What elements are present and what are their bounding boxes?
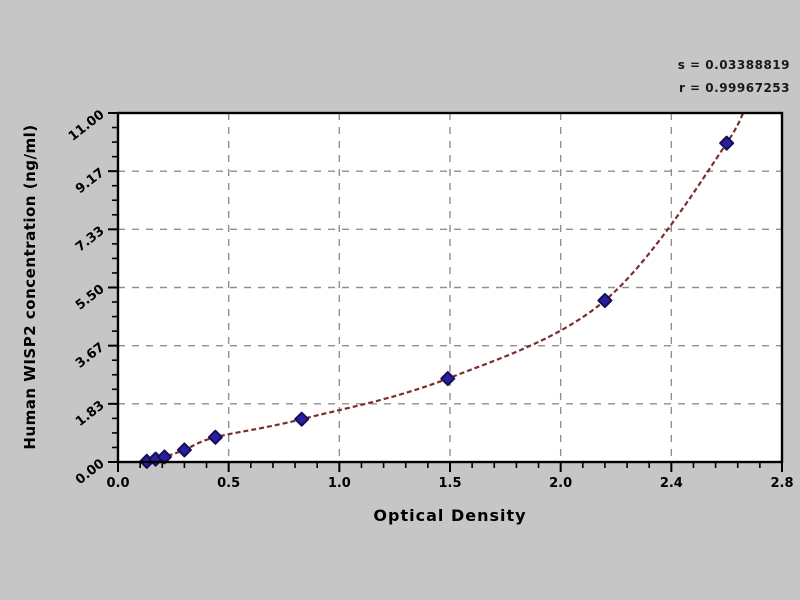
y-tick-label: 11.00	[66, 107, 108, 144]
plot-border	[116, 111, 784, 464]
y-tick-label: 9.17	[73, 165, 108, 197]
stat-correlation: r = 0.99967253	[678, 81, 790, 95]
x-tick-label: 2.8	[770, 476, 793, 491]
data-point	[719, 135, 735, 151]
x-tick-label: 0.5	[217, 476, 240, 491]
data-point	[440, 371, 456, 387]
data-point	[294, 411, 310, 427]
data-point	[207, 429, 223, 445]
y-tick-label: 0.00	[73, 456, 108, 488]
y-tick-label: 7.33	[73, 224, 108, 256]
fit-statistics: s = 0.03388819 r = 0.99967253	[678, 54, 790, 100]
data-point	[156, 449, 172, 465]
x-tick-label: 0.0	[106, 476, 129, 491]
x-tick-label: 1.5	[438, 476, 461, 491]
y-tick-label: 5.50	[73, 282, 108, 314]
y-tick-label: 3.67	[73, 340, 108, 372]
x-axis-title: Optical Density	[373, 506, 527, 525]
data-point	[176, 442, 192, 458]
x-tick-label: 2.4	[660, 476, 683, 491]
x-tick-label: 1.0	[328, 476, 351, 491]
x-tick-label: 2.0	[549, 476, 572, 491]
y-tick-label: 1.83	[73, 398, 108, 430]
stat-standard-error: s = 0.03388819	[677, 58, 790, 72]
data-point	[597, 293, 613, 309]
